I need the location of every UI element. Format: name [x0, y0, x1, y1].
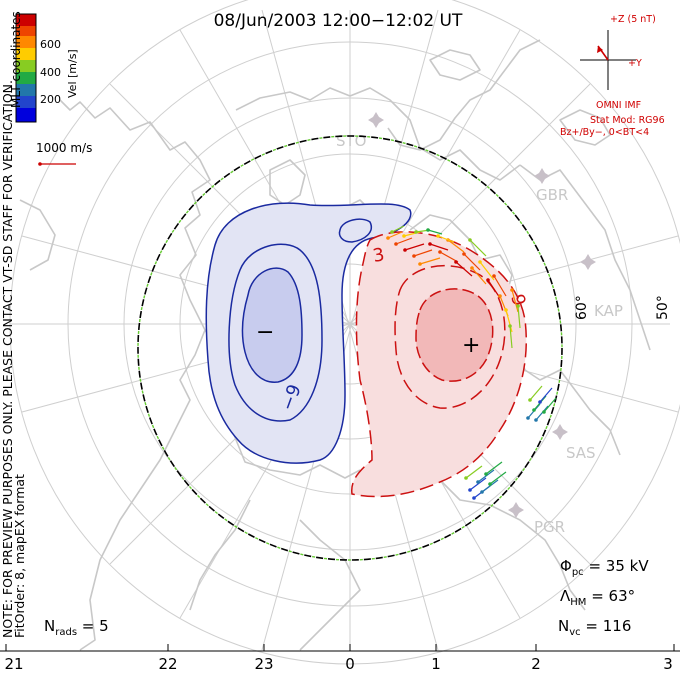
imf-indicator: +Z (5 nT) +Y OMNI IMF Stat Mod: RG96 Bz+… [560, 14, 665, 138]
cross-polar-potential: Φpc = 35 kV [560, 557, 649, 578]
maximum-marker: + [462, 333, 480, 358]
radar-count: Nrads = 5 [44, 617, 109, 638]
scale-vector: 1000 m/s [36, 141, 92, 166]
contour-label-pos9: 9 [506, 292, 529, 308]
mlt-label-2: 2 [531, 655, 541, 673]
station-label-gbr: GBR [536, 186, 568, 204]
fit-order-label: FitOrder: 8, mapEX format [12, 474, 27, 638]
velocity-vectors [386, 225, 557, 500]
mlt-label-0: 0 [345, 655, 355, 673]
vector-cluster-night [464, 461, 507, 500]
station-markers [368, 112, 596, 518]
station-label-kap: KAP [594, 302, 623, 320]
negative-potential-cell: −9 − [205, 202, 412, 464]
station-label-pgr: PGR [534, 518, 565, 536]
mlt-label-1: 1 [431, 655, 441, 673]
meridian-grid [10, 9, 679, 651]
minimum-marker: − [256, 320, 274, 345]
imf-model-condition: Bz+/By−, 0<BT<4 [560, 127, 649, 138]
station-marker-sas [552, 424, 568, 440]
mlt-axis-labels: 21 22 23 0 1 2 3 [4, 655, 672, 673]
preview-note: NOTE: FOR PREVIEW PURPOSES ONLY. PLEASE … [0, 80, 15, 638]
vector-count: Nvc = 116 [558, 617, 631, 638]
coords-label: MLT coordinates [9, 11, 23, 108]
map-title: 08/Jun/2003 12:00−12:02 UT [214, 11, 463, 31]
heppner-maynard-boundary [137, 135, 563, 561]
imf-z-label: +Z (5 nT) [610, 14, 656, 25]
mlt-label-3: 3 [663, 655, 673, 673]
latitude-labels: 60° 50° [574, 295, 671, 320]
negative-cell-fill [205, 202, 412, 464]
station-marker-pgr [508, 502, 524, 518]
stats-block: Φpc = 35 kV ΛHM = 63° Nvc = 116 Nrads = … [44, 557, 649, 638]
vector-cluster-dayside [386, 225, 521, 349]
negative-contour-mid [228, 243, 323, 422]
imf-model: Stat Mod: RG96 [590, 115, 665, 126]
hm-boundary-latitude: ΛHM = 63° [560, 587, 635, 608]
negative-contour-small [338, 218, 372, 243]
heppner-maynard-boundary-vectors [137, 135, 563, 561]
mlt-axis-ticks [5, 644, 675, 651]
contour-label-pos3: 3 [371, 244, 386, 267]
positive-potential-cell: 3 9 + [351, 231, 529, 498]
station-marker-kap [580, 254, 596, 270]
lat-label-60: 60° [574, 295, 590, 320]
imf-y-label: +Y [628, 58, 642, 69]
colorbar-tick-600: 600 [40, 38, 61, 51]
colorbar-tick-400: 400 [40, 66, 61, 79]
vector-cluster-dusk [526, 385, 557, 422]
imf-source: OMNI IMF [596, 100, 641, 111]
mlt-label-21: 21 [4, 655, 23, 673]
mlt-label-22: 22 [158, 655, 177, 673]
colorbar-tick-200: 200 [40, 93, 61, 106]
station-marker-sto [368, 112, 384, 128]
negative-contour-inner [241, 267, 303, 383]
station-label-sas: SAS [566, 444, 596, 462]
positive-contour-inner [415, 288, 494, 382]
scale-vector-label: 1000 m/s [36, 141, 92, 155]
lat-label-50: 50° [655, 295, 671, 320]
station-label-sto: STO [336, 132, 367, 150]
station-marker-gbr [534, 168, 550, 184]
velocity-colorbar: 600 400 200 Vel [m/s] [15, 13, 79, 123]
colorbar-label: Vel [m/s] [66, 49, 79, 98]
mlt-label-23: 23 [254, 655, 273, 673]
